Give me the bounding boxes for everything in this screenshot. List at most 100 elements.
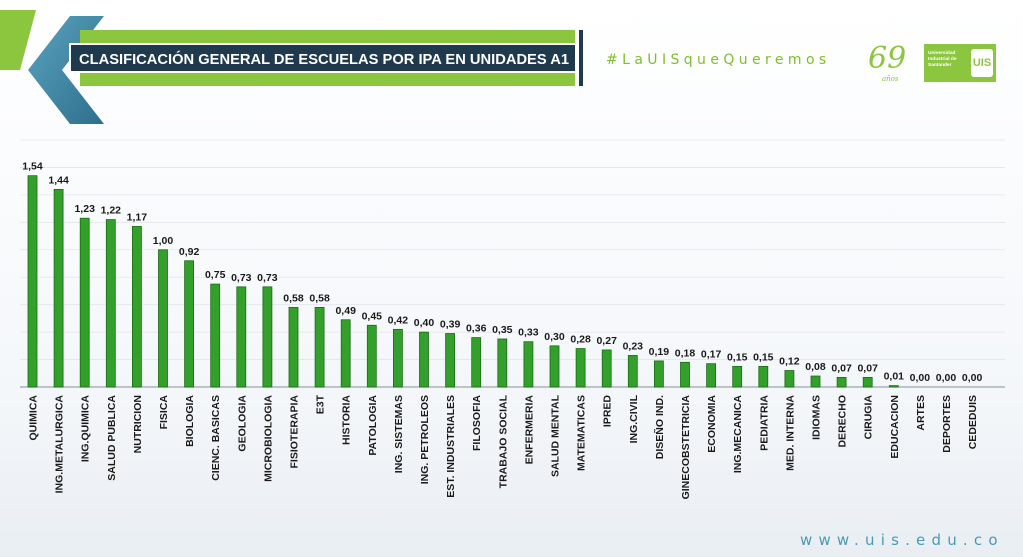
- data-label: 0,17: [701, 349, 722, 361]
- category-label: ING.CIVIL: [628, 394, 640, 443]
- data-label: 0,28: [570, 334, 591, 346]
- data-label: 0,92: [179, 246, 200, 258]
- category-label: CIRUGIA: [863, 395, 875, 440]
- bar-microbiologia: [262, 286, 273, 388]
- category-label: EDUCACION: [889, 395, 901, 459]
- data-label: 1,22: [101, 205, 122, 217]
- anniversary-number: 69: [868, 41, 907, 76]
- header-banner: CLASIFICACIÓN GENERAL DE ESCUELAS POR IP…: [0, 10, 583, 124]
- data-label: 1,44: [48, 174, 69, 186]
- category-label: NUTRICION: [132, 395, 144, 453]
- bar-fisica: [158, 249, 168, 388]
- data-label: 0,40: [414, 317, 435, 329]
- bar-chart: 1,54 1,44 1,23 1,22 1,17 1,00 0,92 0,75 0,73 0,73…: [20, 139, 1005, 499]
- title-box: [69, 43, 577, 73]
- bar-ing-petroleos: [419, 331, 429, 388]
- data-label: 0,07: [831, 362, 852, 374]
- chart-bars: [27, 175, 899, 388]
- institution-name: Universidad Industrial de Santander: [928, 51, 957, 68]
- page-title: CLASIFICACIÓN GENERAL DE ESCUELAS POR IP…: [79, 50, 569, 68]
- bar-ing-mecanica: [732, 366, 743, 388]
- data-label: 0,12: [779, 356, 800, 368]
- bar-historia: [340, 319, 351, 388]
- bar-salud-mental: [549, 345, 560, 388]
- anniversary-logo: 69 años: [868, 44, 918, 84]
- bar-quimica: [27, 175, 38, 388]
- website-link[interactable]: www.uis.edu.co: [800, 531, 1004, 549]
- data-label: 0,39: [440, 318, 461, 330]
- bar-fisioterapia: [288, 307, 299, 388]
- data-label: 0,73: [257, 272, 278, 284]
- bar-ginecobstetricia: [680, 361, 690, 388]
- bar-geologia: [236, 286, 247, 388]
- bar-matematicas: [575, 348, 586, 388]
- category-label: E3T: [315, 394, 327, 414]
- category-label: SALUD MENTAL: [550, 394, 562, 477]
- category-label: FISICA: [158, 395, 170, 430]
- bar-ing-civil: [627, 355, 638, 388]
- bar-ipred: [601, 349, 612, 388]
- category-label: ING. SISTEMAS: [393, 395, 405, 473]
- category-label: ING. PETROLEOS: [419, 395, 431, 484]
- category-label: MATEMATICAS: [576, 395, 588, 471]
- category-label: FILOSOFIA: [471, 395, 483, 451]
- data-label: 0,18: [675, 347, 696, 359]
- bar-med-interna: [784, 370, 795, 388]
- data-label: 0,15: [727, 351, 748, 363]
- data-label: 0,33: [518, 327, 539, 339]
- category-label: ECONOMIA: [706, 395, 718, 453]
- data-label: 0,36: [466, 323, 487, 335]
- category-label: ING.QUIMICA: [80, 395, 92, 462]
- bar-pediatria: [758, 366, 769, 388]
- data-label: 0,35: [492, 324, 513, 336]
- bar-filosofia: [471, 337, 482, 388]
- bar-idiomas: [810, 375, 821, 388]
- category-label: ING.MECANICA: [732, 395, 744, 474]
- data-label: 0,75: [205, 269, 226, 281]
- category-label: MED. INTERNA: [784, 395, 796, 471]
- data-label: 0,58: [309, 292, 330, 304]
- bar-est-industriales: [445, 333, 456, 388]
- category-label: IDIOMAS: [811, 395, 823, 440]
- bar-cienc-basicas: [210, 283, 221, 388]
- data-label: 0,00: [910, 372, 931, 384]
- hashtag-text: #LaUISqueQueremos: [606, 52, 831, 68]
- bar-ing-quimica: [79, 217, 90, 388]
- data-label: 0,49: [335, 305, 356, 317]
- category-label: ING.METALURGICA: [54, 395, 66, 494]
- category-label: IPRED: [602, 395, 614, 428]
- bar-salud-publica: [105, 219, 116, 388]
- data-label: 0,08: [805, 361, 826, 373]
- data-label: 0,23: [623, 340, 644, 352]
- institution-seal: UIS: [971, 49, 993, 77]
- category-label: PEDIATRIA: [758, 395, 770, 451]
- category-label: TRABAJO SOCIAL: [497, 394, 509, 488]
- data-label: 0,00: [936, 372, 957, 384]
- category-label: DERECHO: [837, 395, 849, 448]
- bar-e3t: [314, 307, 325, 388]
- category-label: ENFERMERIA: [523, 395, 535, 465]
- title-divider: [579, 30, 583, 86]
- data-label: 0,19: [649, 346, 670, 358]
- bar-economia: [706, 363, 716, 388]
- category-label: ARTES: [915, 395, 927, 431]
- category-label: FISIOTERAPIA: [289, 395, 301, 469]
- category-label: MICROBIOLOGIA: [262, 395, 274, 482]
- data-label: 1,17: [127, 211, 148, 223]
- bar-trabajo-social: [497, 338, 508, 388]
- category-label: GEOLOGIA: [236, 395, 248, 452]
- category-label: BIOLOGIA: [184, 395, 196, 447]
- data-label: 0,27: [596, 335, 617, 347]
- category-label: EST. INDUSTRIALES: [445, 395, 457, 498]
- data-label: 0,45: [362, 310, 383, 322]
- category-label: SALUD PUBLICA: [106, 395, 118, 481]
- category-label: CIENC. BASICAS: [210, 395, 222, 481]
- data-label: 1,00: [153, 235, 174, 247]
- data-label: 0,00: [962, 372, 983, 384]
- bar-ing-sistemas: [392, 328, 403, 388]
- bar-nutricion: [131, 226, 142, 388]
- bar-diseño-ind-: [654, 360, 664, 388]
- data-label: 0,15: [753, 351, 774, 363]
- category-label: CEDEDUIS: [967, 395, 979, 449]
- data-label: 0,42: [388, 314, 409, 326]
